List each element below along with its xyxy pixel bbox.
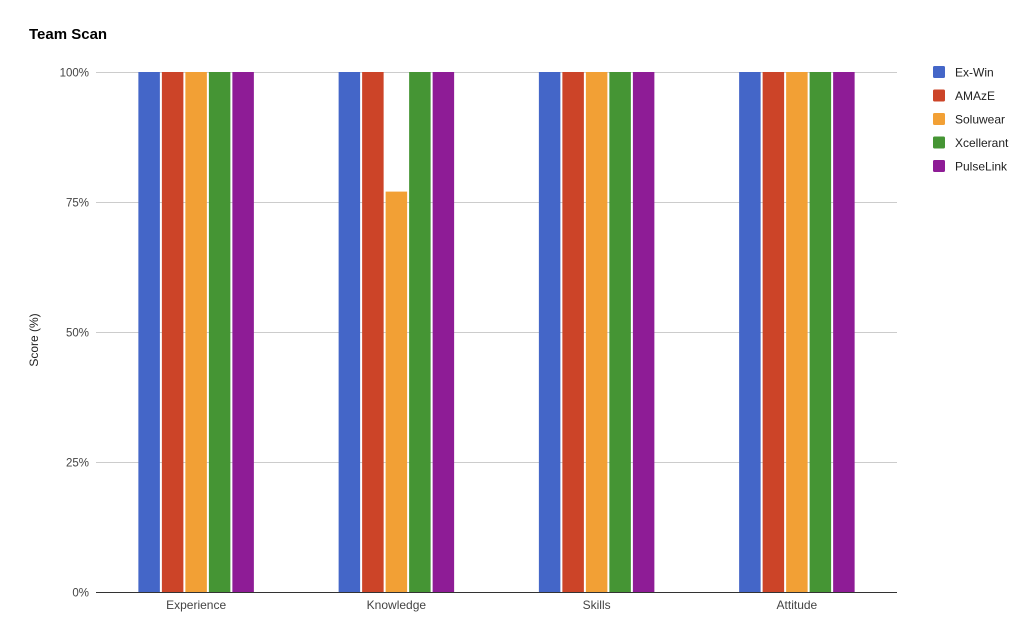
legend-label: AMAzE	[955, 89, 995, 103]
bar-ex-win-experience	[138, 72, 160, 592]
chart-title: Team Scan	[29, 26, 108, 43]
bar-xcellerant-attitude	[809, 72, 832, 592]
bar-amaze-attitude	[762, 72, 785, 592]
bar-soluwear-experience	[185, 72, 207, 592]
bar-pulselink-experience	[232, 72, 254, 592]
bar-xcellerant-skills	[609, 72, 631, 592]
legend-swatch	[933, 113, 945, 125]
bar-soluwear-skills	[585, 72, 608, 592]
legend-swatch	[933, 160, 945, 172]
x-tick-label: Knowledge	[367, 598, 427, 612]
axes: 0% 25% 50% 75% 100% Experience Knowledge Skills…	[60, 68, 897, 612]
legend-label: Ex-Win	[955, 66, 994, 80]
legend-label: PulseLink	[955, 160, 1008, 174]
legend-label: Xcellerant	[955, 136, 1009, 150]
bar-soluwear-attitude	[786, 72, 808, 592]
y-tick-label: 25%	[66, 458, 89, 470]
legend: Ex-Win AMAzE Soluwear Xcellerant PulseLink	[933, 66, 1009, 174]
bar-xcellerant-knowledge	[409, 72, 431, 592]
bar-xcellerant-experience	[208, 72, 231, 592]
bars	[138, 72, 855, 592]
bar-ex-win-skills	[538, 72, 561, 592]
y-tick-label: 0%	[72, 588, 89, 600]
bar-amaze-knowledge	[362, 72, 384, 592]
legend-swatch	[933, 66, 945, 78]
x-tick-label: Skills	[583, 598, 611, 612]
bar-soluwear-knowledge	[385, 191, 408, 592]
y-tick-label: 100%	[60, 68, 89, 80]
bar-ex-win-attitude	[739, 72, 761, 592]
legend-label: Soluwear	[955, 113, 1005, 127]
legend-swatch	[933, 89, 945, 102]
bar-pulselink-knowledge	[432, 72, 455, 592]
bar-ex-win-knowledge	[338, 72, 361, 592]
y-axis-title: Score (%)	[27, 313, 41, 366]
bar-pulselink-attitude	[833, 72, 855, 592]
x-tick-label: Attitude	[777, 598, 818, 612]
legend-swatch	[933, 136, 945, 149]
bar-pulselink-skills	[632, 72, 655, 592]
bar-amaze-skills	[562, 72, 584, 592]
y-tick-label: 75%	[66, 198, 89, 210]
x-tick-label: Experience	[166, 598, 226, 612]
y-tick-label: 50%	[66, 328, 89, 340]
bar-amaze-experience	[161, 72, 184, 592]
